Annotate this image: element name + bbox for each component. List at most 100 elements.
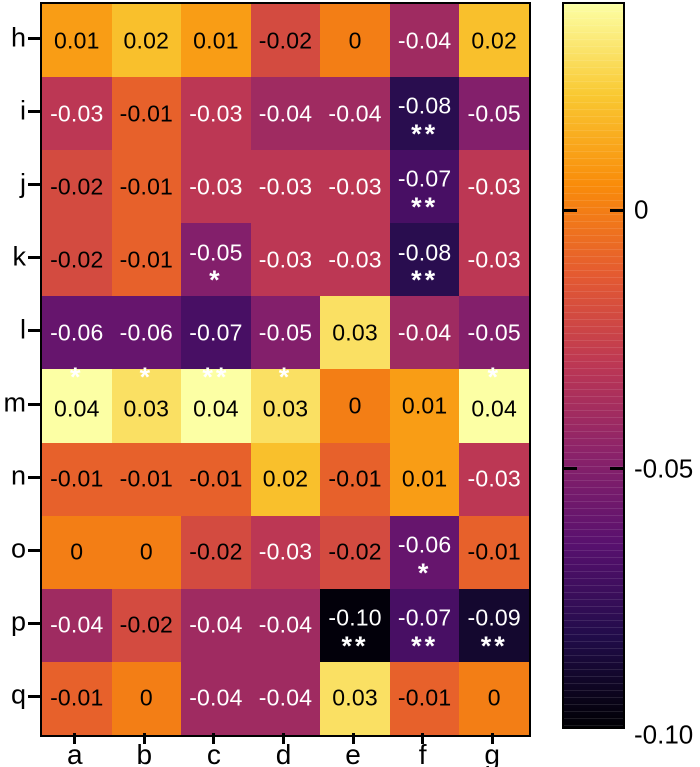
- heatmap-cell-ka: -0.02: [42, 223, 112, 297]
- heatmap-cell-kf: -0.08 **: [389, 223, 460, 297]
- cell-value: -0.03: [50, 100, 104, 127]
- cell-value: -0.01: [50, 684, 104, 711]
- heatmap-cell-mb: 0.03 *: [111, 364, 182, 443]
- x-axis-label-f: f: [418, 739, 427, 767]
- heatmap-cell-ke: -0.03: [320, 223, 390, 297]
- cell-value: -0.03: [258, 538, 313, 565]
- significance-marker: **: [202, 362, 230, 393]
- heatmap-cell-id: -0.04: [250, 77, 321, 151]
- cell-value: 0.04: [53, 395, 100, 422]
- colorbar-tick: [610, 209, 623, 213]
- y-axis-tick: [28, 621, 41, 625]
- heatmap-cell-ia: -0.03: [42, 77, 112, 151]
- x-axis-label-e: e: [345, 739, 361, 767]
- cell-value: -0.04: [258, 611, 313, 638]
- cell-value: 0: [70, 538, 84, 565]
- cell-value: -0.02: [50, 246, 104, 273]
- cell-value: 0: [348, 27, 362, 54]
- cell-value: -0.02: [50, 173, 104, 200]
- x-axis-tick: [282, 733, 285, 744]
- x-axis-tick: [421, 733, 425, 744]
- cell-value: 0.04: [471, 395, 517, 422]
- heatmap-cell-kd: -0.03: [250, 223, 321, 297]
- heatmap-cell-lc: -0.07: [181, 296, 251, 370]
- x-axis-tick: [73, 733, 77, 744]
- cell-value: -0.05: [189, 239, 243, 266]
- cell-value: -0.01: [189, 465, 243, 492]
- y-axis-label-p: p: [10, 606, 26, 637]
- heatmap-cell-od: -0.03: [250, 515, 321, 589]
- heatmap-cell-pd: -0.04: [250, 588, 321, 662]
- heatmap-cell-pc: -0.04: [181, 588, 251, 662]
- cell-value: -0.01: [119, 465, 174, 492]
- cell-value: -0.01: [119, 100, 174, 127]
- cell-value: -0.04: [189, 684, 243, 711]
- cell-value: 0.02: [471, 27, 517, 54]
- cell-value: 0: [348, 392, 362, 419]
- cell-value: -0.04: [189, 611, 243, 638]
- cell-value: 0.01: [401, 392, 448, 419]
- x-axis-label-c: c: [206, 739, 221, 767]
- cell-value: -0.10: [328, 604, 382, 631]
- cell-value: -0.03: [467, 465, 521, 492]
- cell-value: 0.01: [193, 27, 239, 54]
- cell-value: 0.03: [332, 684, 378, 711]
- heatmap-cell-ib: -0.01: [111, 77, 182, 151]
- colorbar-tick: [610, 467, 623, 471]
- heatmap-cell-pa: -0.04: [42, 588, 112, 662]
- y-axis-tick: [28, 256, 41, 260]
- colorbar-banding: [564, 4, 623, 727]
- colorbar-label-0: 0: [634, 194, 649, 225]
- heatmap-cell-oa: 0: [42, 515, 112, 589]
- heatmap-cell-na: -0.01: [42, 442, 112, 516]
- heatmap-cell-qa: -0.01: [42, 661, 112, 735]
- heatmap-cell-qb: 0: [111, 661, 182, 735]
- heatmap-cell-pf: -0.07 **: [389, 588, 460, 662]
- heatmap-cell-jb: -0.01: [111, 150, 182, 224]
- cell-value: -0.01: [119, 246, 174, 273]
- y-axis-label-j: j: [20, 168, 26, 199]
- cell-value: -0.07: [189, 319, 243, 346]
- heatmap-cell-je: -0.03: [320, 150, 390, 224]
- significance-marker: *: [139, 362, 154, 393]
- cell-value: 0: [139, 538, 153, 565]
- cell-value: -0.01: [50, 465, 104, 492]
- cell-value: -0.06: [50, 319, 104, 346]
- heatmap-grid: 0.01 0.02 0.01 -0.02 0 -0.04 0.02 -0.03 -0.01 -0.…: [40, 2, 531, 737]
- y-axis-tick: [28, 475, 41, 479]
- heatmap-cell-lb: -0.06: [111, 296, 182, 370]
- colorbar-label--0.05: -0.05: [634, 453, 694, 484]
- heatmap-cell-ob: 0: [111, 515, 182, 589]
- cell-value: -0.02: [189, 538, 243, 565]
- cell-value: -0.07: [397, 165, 452, 192]
- cell-value: -0.03: [258, 246, 313, 273]
- heatmap-cell-nd: 0.02: [250, 442, 321, 516]
- significance-marker: **: [480, 630, 508, 661]
- heatmap-cell-oe: -0.02: [320, 515, 390, 589]
- heatmap-cell-ha: 0.01: [42, 4, 112, 78]
- y-axis-label-n: n: [10, 460, 26, 491]
- y-axis-tick: [28, 110, 41, 114]
- heatmap-cell-of: -0.06 *: [389, 515, 460, 589]
- cell-value: -0.03: [467, 173, 521, 200]
- heatmap-cell-ng: -0.03: [459, 442, 529, 516]
- cell-value: -0.03: [258, 173, 313, 200]
- y-axis-tick: [28, 37, 41, 41]
- heatmap-cell-jd: -0.03: [250, 150, 321, 224]
- x-axis-label-d: d: [275, 739, 292, 767]
- cell-value: 0: [139, 684, 153, 711]
- cell-value: -0.01: [119, 173, 174, 200]
- heatmap-cell-mc: 0.04 **: [181, 364, 251, 443]
- heatmap-cell-qe: 0.03: [320, 661, 390, 735]
- heatmap-cell-hb: 0.02: [111, 4, 182, 78]
- cell-value: -0.06: [397, 531, 452, 558]
- heatmap-cell-qc: -0.04: [181, 661, 251, 735]
- colorbar-label--0.10: -0.10: [634, 719, 694, 750]
- heatmap-cell-hd: -0.02: [250, 4, 321, 78]
- x-axis-label-b: b: [136, 739, 153, 767]
- heatmap-cell-jc: -0.03: [181, 150, 251, 224]
- y-axis-label-o: o: [10, 533, 26, 564]
- heatmap-cell-he: 0: [320, 4, 390, 78]
- cell-value: -0.06: [119, 319, 174, 346]
- cell-value: -0.08: [397, 239, 452, 266]
